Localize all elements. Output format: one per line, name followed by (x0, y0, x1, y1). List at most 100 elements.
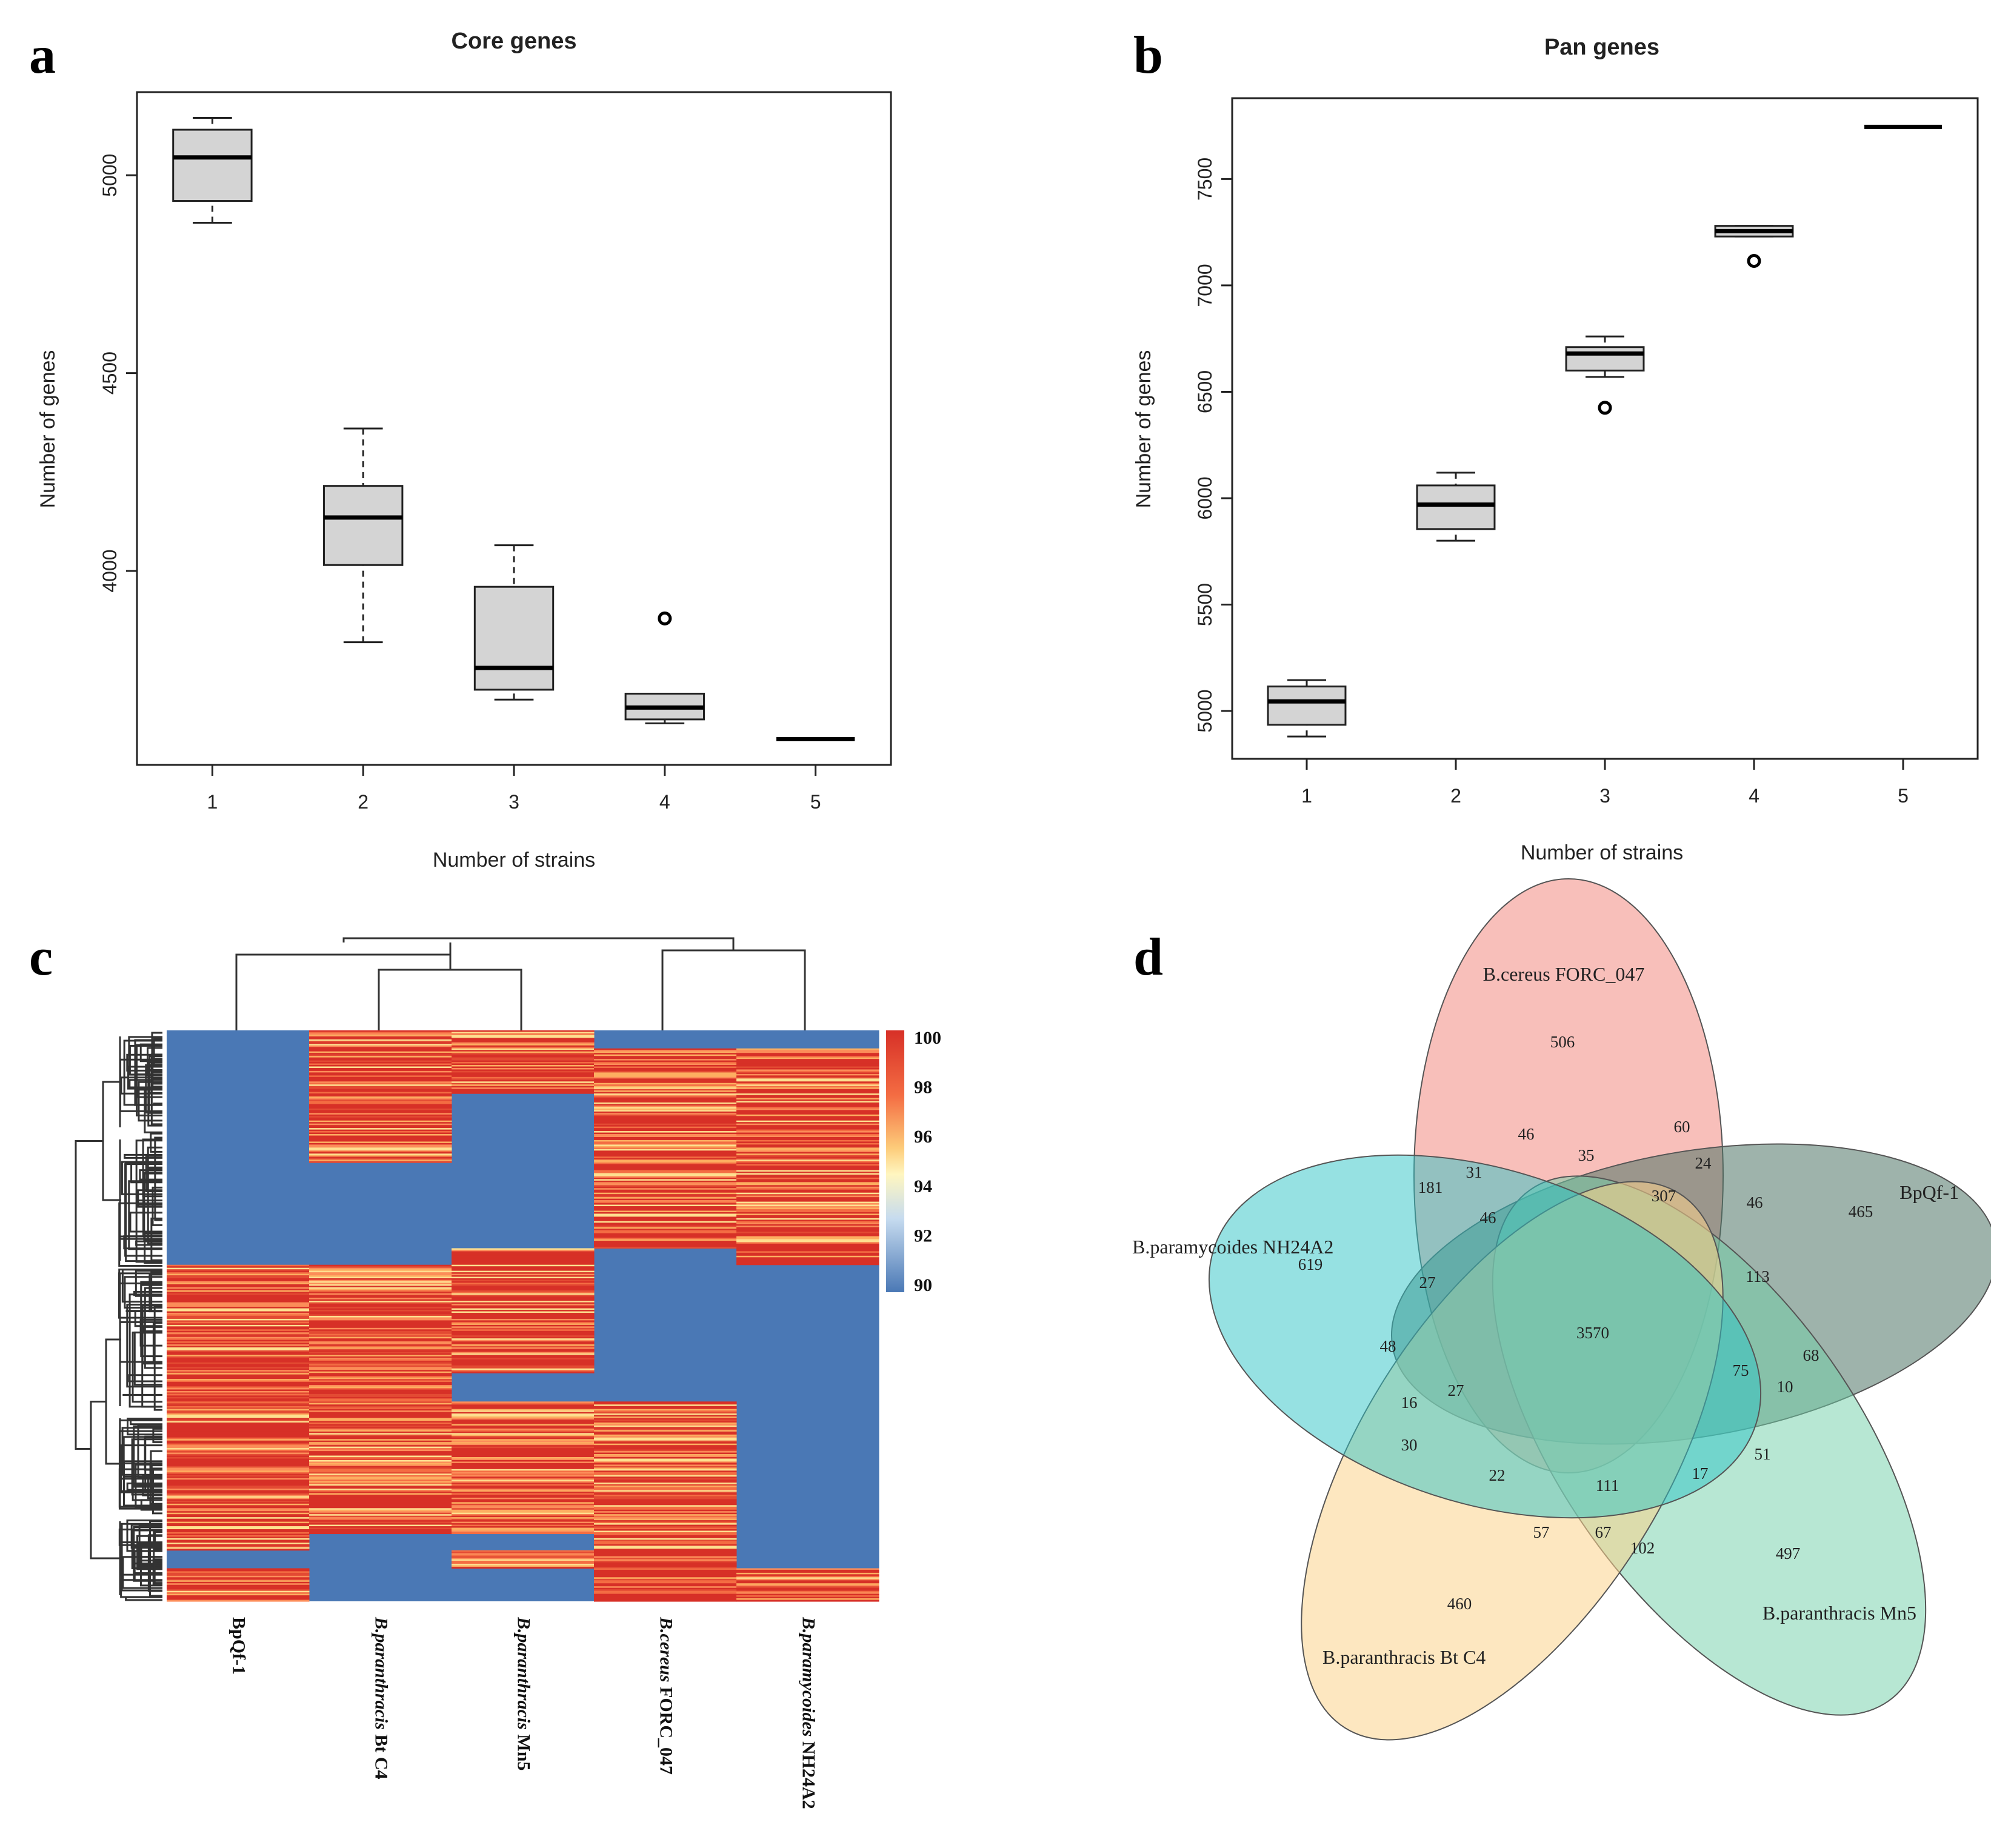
heatmap-cell (167, 1385, 310, 1387)
heatmap-cell (167, 1307, 310, 1309)
heatmap-cell (736, 1203, 879, 1206)
heatmap-cell (309, 1056, 452, 1058)
heatmap-cell (452, 1336, 595, 1339)
heatmap-cell (167, 1493, 310, 1495)
heatmap-cell (309, 1396, 452, 1399)
heatmap-cell (167, 1533, 310, 1536)
heatmap-cell (736, 1102, 879, 1105)
box-iqr (473, 585, 555, 691)
heatmap-cell (167, 1445, 310, 1447)
heatmap-cell (309, 1266, 452, 1269)
heatmap-cell (736, 1241, 879, 1243)
heatmap-cell (167, 1538, 310, 1540)
heatmap-cell (736, 1578, 879, 1581)
heatmap-cell (452, 1457, 595, 1459)
heatmap-cell (594, 1226, 737, 1228)
heatmap-cell (736, 1167, 879, 1169)
heatmap-cell (452, 1493, 595, 1495)
heatmap-cell (167, 1292, 310, 1294)
heatmap-cell (309, 1385, 452, 1387)
heatmap-cell (309, 1436, 452, 1438)
heatmap-cell (309, 1370, 452, 1372)
heatmap-cell (452, 1367, 595, 1369)
scale-tick-label: 94 (914, 1176, 932, 1196)
heatmap-cell (452, 1339, 595, 1342)
heatmap-cell (309, 1105, 452, 1108)
heatmap-cell (167, 1393, 310, 1396)
panel-b-xlabel: Number of strains (1521, 841, 1683, 864)
heatmap-cell (452, 1566, 595, 1569)
heatmap-cell (594, 1183, 737, 1186)
heatmap-cell (452, 1272, 595, 1275)
heatmap-cell (736, 1105, 879, 1108)
heatmap-cell (736, 1595, 879, 1598)
heatmap-cell (309, 1356, 452, 1359)
heatmap-cell (594, 1476, 737, 1479)
heatmap-cell (167, 1355, 310, 1357)
heatmap-cell (167, 1489, 310, 1491)
heatmap-cell (309, 1373, 452, 1375)
heatmap-cell (452, 1350, 595, 1353)
row-dendrogram-branch (144, 1232, 162, 1264)
heatmap-cell (167, 1349, 310, 1351)
heatmap-cell (452, 1469, 595, 1471)
heatmap-cell (167, 1398, 310, 1401)
heatmap-cell (452, 1305, 595, 1307)
heatmap-cell (452, 1320, 595, 1323)
heatmap-cell (167, 1392, 310, 1395)
heatmap-cell (309, 1070, 452, 1073)
heatmap-cell (167, 1333, 310, 1336)
heatmap-cell (309, 1065, 452, 1067)
heatmap-cell (309, 1517, 452, 1519)
heatmap-cell (594, 1449, 737, 1452)
heatmap-cell (736, 1070, 879, 1073)
heatmap-cell (452, 1038, 595, 1040)
heatmap-cell (736, 1598, 879, 1601)
venn-label-btc4: B.paranthracis Bt C4 (1322, 1646, 1486, 1668)
heatmap-cell (452, 1478, 595, 1480)
heatmap-cell (452, 1258, 595, 1261)
heatmap-cell (594, 1146, 737, 1148)
heatmap-cell (594, 1126, 737, 1129)
heatmap-cell (452, 1416, 595, 1419)
heatmap-cell (452, 1452, 595, 1455)
heatmap-cell (452, 1431, 595, 1433)
heatmap-cell (736, 1242, 879, 1244)
heatmap-cell (309, 1079, 452, 1082)
heatmap-cell (309, 1389, 452, 1392)
heatmap-cell (594, 1116, 737, 1118)
heatmap-cell (736, 1120, 879, 1122)
heatmap-cell (452, 1352, 595, 1354)
heatmap-cell (309, 1466, 452, 1468)
column-label-italic: B.cereus (656, 1616, 676, 1683)
panel-a-title: Core genes (452, 28, 577, 54)
heatmap-cell (594, 1562, 737, 1564)
heatmap-cell (167, 1481, 310, 1483)
heatmap-cell (594, 1089, 737, 1091)
heatmap-cell (594, 1191, 737, 1193)
heatmap-cell (594, 1467, 737, 1470)
heatmap-cell (594, 1424, 737, 1426)
heatmap-cell (309, 1508, 452, 1510)
heatmap-cell (309, 1487, 452, 1489)
heatmap-cell (594, 1484, 737, 1486)
heatmap-cell (594, 1200, 737, 1203)
heatmap-cell (736, 1599, 879, 1602)
heatmap-cell (167, 1449, 310, 1452)
heatmap-cell (309, 1377, 452, 1379)
heatmap-cell (736, 1221, 879, 1223)
x-tick-label: 2 (358, 791, 369, 813)
heatmap-cell (594, 1125, 737, 1127)
panel-a-xlabel: Number of strains (433, 849, 595, 872)
heatmap-cell (309, 1374, 452, 1376)
heatmap-cell (452, 1425, 595, 1428)
heatmap-cell (309, 1086, 452, 1088)
heatmap-cell (309, 1489, 452, 1491)
venn-count-core: 3570 (1576, 1324, 1609, 1342)
heatmap-cell (167, 1530, 310, 1533)
heatmap-cell (167, 1279, 310, 1282)
heatmap-cell (736, 1255, 879, 1258)
heatmap-cell (452, 1299, 595, 1301)
heatmap-cell (594, 1067, 737, 1070)
heatmap-cell (736, 1592, 879, 1595)
